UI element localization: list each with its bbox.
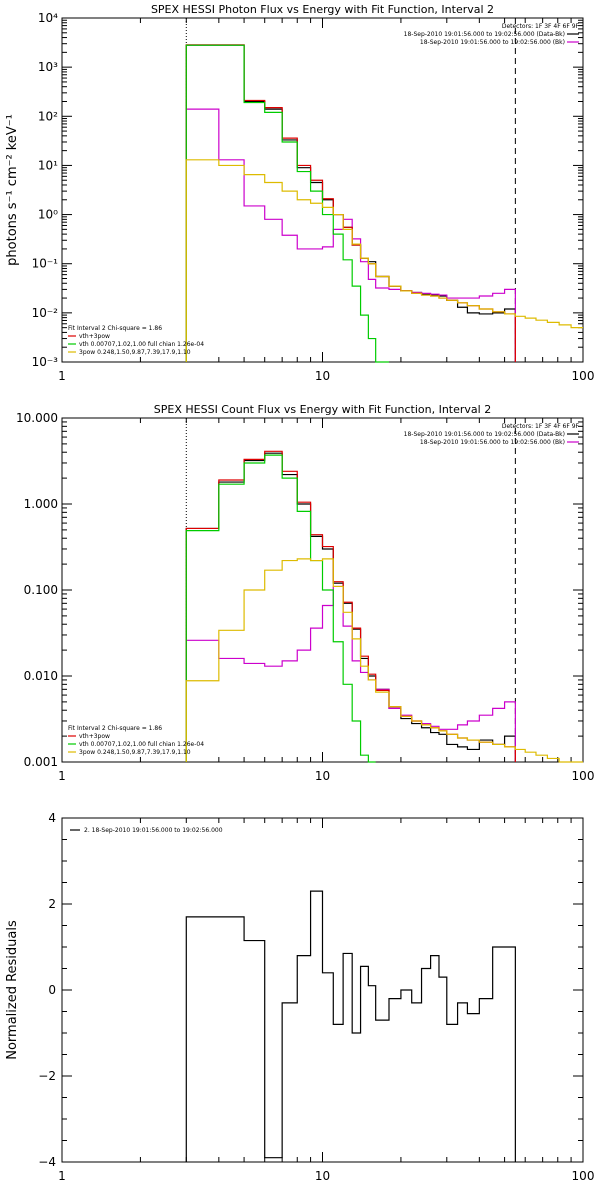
y-tick-label: 10³	[38, 60, 58, 74]
y-tick-label: 0	[48, 983, 56, 997]
legend-entry-label: vth+3pow	[79, 733, 110, 740]
y-tick-label: 10⁻²	[32, 306, 59, 320]
x-tick-label: 1	[58, 1169, 66, 1183]
series-line-3pow	[185, 558, 583, 763]
panel-1: SPEX HESSI Photon Flux vs Energy with Fi…	[5, 3, 594, 383]
series-line-vth	[185, 44, 389, 363]
legend-entry-label: 18-Sep-2010 19:01:56.000 to 19:02:56.000…	[420, 39, 565, 46]
series-line-Bk	[185, 108, 516, 362]
panel-3: 1 10 100 −4 −2 0 2 4 Normalized Residuals 2. 18-S…	[5, 811, 594, 1183]
y-tick-label: 10.000	[16, 411, 58, 425]
y-tick-label: 10¹	[38, 158, 58, 172]
legend-entry-label: 18-Sep-2010 19:01:56.000 to 19:02:56.000…	[420, 439, 565, 446]
legend-title: Detectors: 1F 3F 4F 6F 9F	[502, 23, 580, 30]
y-tick-label: −2	[38, 1069, 56, 1083]
x-tick-label: 100	[572, 1169, 595, 1183]
y-tick-label: 10⁰	[38, 208, 58, 222]
legend-title: Fit Interval 2 Chi-square = 1.86	[68, 725, 162, 732]
y-tick-label: 0.010	[24, 669, 58, 683]
y-tick-label: 10⁻³	[32, 355, 59, 369]
y-tick-label: 4	[48, 811, 56, 825]
y-tick-label: 1.000	[24, 497, 58, 511]
series-line-vth+3pow	[185, 450, 516, 762]
y-tick-label: 10²	[38, 109, 58, 123]
y-tick-label: 0.100	[24, 583, 58, 597]
y-tick-label: 10⁻¹	[32, 257, 59, 271]
y-axis-label: photons s⁻¹ cm⁻² keV⁻¹	[5, 114, 20, 266]
x-tick-label: 100	[572, 769, 595, 783]
x-tick-label: 10	[315, 1169, 330, 1183]
series-line-Data-Bk	[185, 452, 516, 762]
chart-title: SPEX HESSI Count Flux vs Energy with Fit…	[154, 403, 491, 416]
series-line-vth+3pow	[185, 44, 516, 362]
panel-2: SPEX HESSI Count Flux vs Energy with Fit…	[16, 403, 594, 783]
series-line-3pow	[185, 159, 583, 362]
legend-entry-label: 18-Sep-2010 19:01:56.000 to 19:02:56.000…	[404, 31, 565, 38]
y-tick-label: 2	[48, 897, 56, 911]
legend-entry-label: 2. 18-Sep-2010 19:01:56.000 to 19:02:56.…	[84, 827, 223, 834]
y-tick-label: 0.001	[24, 755, 58, 769]
y-tick-label: 10⁴	[38, 11, 58, 25]
legend-title: Detectors: 1F 3F 4F 6F 9F	[502, 423, 580, 430]
legend-entry-label: vth 0.00707,1.02,1.00 full chian 1.26e-0…	[79, 741, 204, 748]
y-tick-label: −4	[38, 1155, 56, 1169]
series-line-residuals	[185, 890, 516, 1162]
plot-frame	[61, 817, 584, 1163]
legend-entry-label: 3pow 0.248,1.50,9.87,7.39,17.9,1.10	[79, 749, 191, 756]
y-axis-label: Normalized Residuals	[5, 920, 20, 1060]
legend-entry-label: 3pow 0.248,1.50,9.87,7.39,17.9,1.10	[79, 349, 191, 356]
legend-entry-label: vth 0.00707,1.02,1.00 full chian 1.26e-0…	[79, 341, 204, 348]
x-tick-label: 10	[315, 769, 330, 783]
x-tick-label: 100	[572, 369, 595, 383]
x-tick-label: 1	[58, 369, 66, 383]
series-line-vth	[185, 454, 376, 763]
legend-entry-label: vth+3pow	[79, 333, 110, 340]
x-tick-label: 10	[315, 369, 330, 383]
legend-entry-label: 18-Sep-2010 19:01:56.000 to 19:02:56.000…	[404, 431, 565, 438]
series-line-Data-Bk	[185, 44, 516, 362]
x-tick-label: 1	[58, 769, 66, 783]
chart-title: SPEX HESSI Photon Flux vs Energy with Fi…	[151, 3, 494, 16]
legend-title: Fit Interval 2 Chi-square = 1.86	[68, 325, 162, 332]
